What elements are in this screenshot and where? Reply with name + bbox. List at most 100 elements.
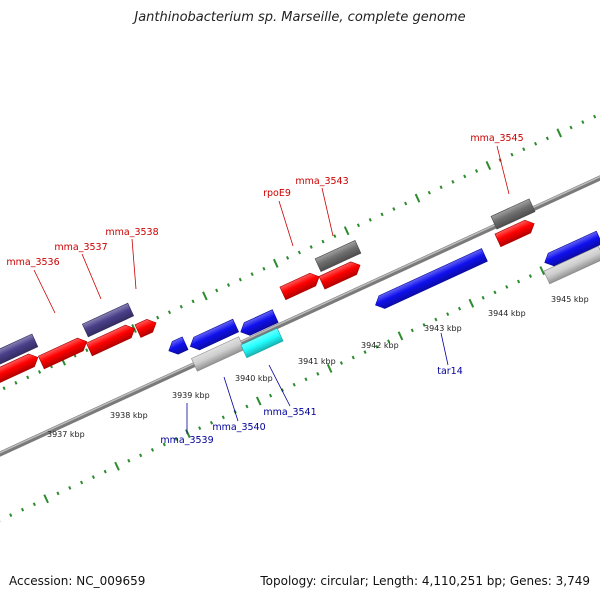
scale-label: 3945 kbp [551, 295, 589, 304]
gene-arrow [189, 318, 240, 351]
gene-arrow [490, 198, 536, 230]
minor-tick [56, 491, 60, 496]
gene-label-forward: mma_3543 [295, 176, 348, 187]
minor-tick [569, 125, 573, 130]
minor-tick [37, 370, 42, 374]
gene-arrow [0, 333, 39, 367]
minor-tick [356, 223, 361, 228]
gene-label-reverse: tar14 [437, 366, 463, 377]
scale-label: 3940 kbp [235, 374, 273, 383]
minor-tick [387, 339, 391, 344]
gene-label-forward: rpoE9 [263, 188, 291, 199]
scale-label: 3942 kbp [361, 341, 399, 350]
gene-arrow [543, 245, 600, 285]
minor-tick [167, 310, 172, 315]
major-tick [414, 193, 421, 203]
minor-tick [139, 453, 143, 458]
minor-tick [262, 266, 266, 271]
major-tick [202, 291, 208, 301]
minor-tick [162, 442, 166, 447]
minor-tick [493, 290, 497, 295]
minor-tick [191, 299, 195, 304]
minor-tick [209, 420, 214, 425]
scale-label: 3938 kbp [110, 411, 148, 420]
minor-tick [198, 426, 202, 431]
gene-arrow [544, 230, 600, 267]
minor-tick [9, 513, 13, 517]
minor-tick [392, 207, 396, 211]
gene-features [0, 198, 600, 384]
gene-arrow [318, 261, 361, 290]
gene-label-forward: mma_3536 [6, 257, 59, 268]
scale-label: 3939 kbp [172, 391, 210, 400]
gene-arrow [85, 324, 136, 357]
minor-tick [245, 404, 249, 409]
gene-arrow [240, 327, 284, 359]
major-tick [114, 461, 120, 471]
major-tick [539, 266, 545, 276]
minor-tick [380, 212, 384, 217]
leader-line [321, 187, 334, 237]
gene-label-reverse: mma_3541 [263, 407, 316, 418]
minor-tick [215, 288, 219, 293]
minor-tick [85, 348, 89, 353]
scale-label: 3943 kbp [424, 324, 462, 333]
gene-labels: mma_3536mma_3537mma_3538rpoE9mma_3543mma… [6, 133, 523, 446]
minor-tick [451, 179, 455, 184]
gene-arrow [314, 240, 362, 272]
minor-tick [522, 147, 526, 152]
minor-tick [505, 285, 509, 289]
major-tick [343, 226, 350, 236]
minor-tick [179, 304, 183, 309]
gene-arrow [168, 336, 189, 355]
gene-arrow [0, 353, 39, 384]
leader-line [33, 269, 56, 314]
gene-arrow [494, 219, 535, 248]
minor-tick [150, 448, 155, 452]
leader-line [223, 376, 239, 422]
topology-text: Topology: circular; Length: 4,110,251 bp… [260, 574, 590, 588]
minor-tick [446, 312, 450, 316]
backbone-highlight [0, 175, 600, 454]
minor-tick [292, 382, 296, 387]
minor-tick [534, 141, 538, 146]
scale-label: 3937 kbp [47, 430, 85, 439]
minor-tick [127, 458, 131, 463]
minor-tick [321, 239, 325, 244]
gene-label-reverse: mma_3540 [212, 422, 265, 433]
minor-tick [221, 415, 225, 420]
major-tick [43, 494, 49, 504]
major-tick [397, 331, 404, 341]
scale-label: 3944 kbp [488, 309, 526, 318]
leader-line [268, 364, 291, 407]
scale-labels: 3937 kbp 3938 kbp 3939 kbp 3940 kbp 3941 kbp… [47, 295, 589, 439]
minor-tick [297, 250, 301, 255]
gene-arrow [134, 319, 157, 338]
genome-backbone [0, 175, 600, 457]
minor-tick [14, 380, 18, 385]
minor-tick [404, 201, 408, 206]
minor-tick [91, 475, 95, 479]
gene-arrow [240, 309, 279, 336]
minor-tick [363, 350, 367, 354]
major-tick [468, 298, 475, 308]
minor-tick [410, 328, 414, 333]
minor-tick [351, 355, 355, 360]
minor-tick [422, 323, 426, 327]
minor-tick [174, 437, 178, 441]
minor-tick [593, 114, 597, 119]
major-tick [255, 396, 262, 406]
minor-tick [156, 315, 160, 320]
minor-tick [68, 486, 72, 490]
leader-line [440, 332, 449, 366]
minor-tick [457, 306, 462, 311]
minor-tick [463, 174, 467, 179]
gene-label-forward: mma_3545 [470, 133, 523, 144]
minor-tick [510, 152, 514, 157]
gene-label-reverse: mma_3539 [160, 435, 213, 446]
backbone-line [0, 175, 600, 457]
minor-tick [226, 283, 231, 287]
minor-tick [427, 190, 431, 195]
